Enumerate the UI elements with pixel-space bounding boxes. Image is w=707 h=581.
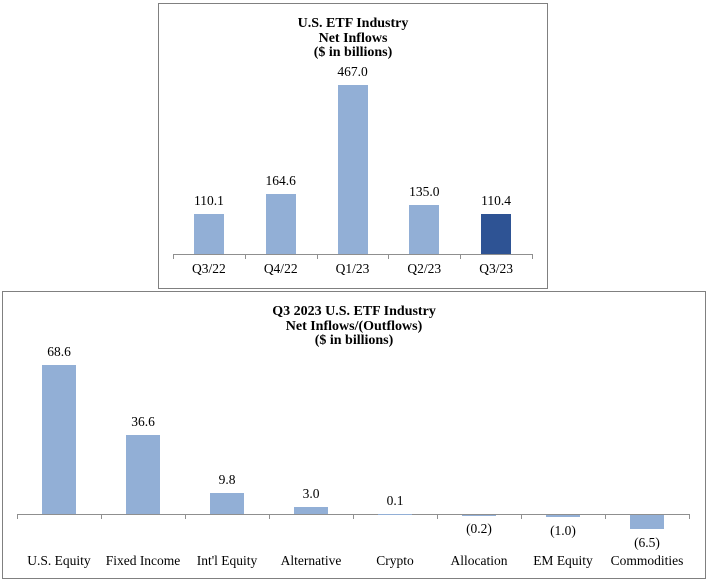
x-axis-tick bbox=[173, 254, 174, 259]
bar bbox=[294, 507, 328, 514]
x-axis-tick bbox=[269, 514, 270, 519]
chart-title-line-3: ($ in billions) bbox=[313, 45, 393, 60]
plot-area-quarterly: 110.1 Q3/22 164.6 Q4/22 467.0 Q1/23 135.0 Q2/23… bbox=[159, 4, 547, 288]
value-label: 68.6 bbox=[47, 344, 71, 360]
x-axis-tick bbox=[185, 514, 186, 519]
bar bbox=[630, 515, 664, 530]
category-label: Alternative bbox=[280, 553, 342, 568]
x-axis-tick bbox=[460, 254, 462, 259]
bar bbox=[193, 214, 224, 254]
value-label: 135.0 bbox=[409, 184, 440, 200]
category-label: Q3/23 bbox=[479, 261, 513, 276]
category-label: EM Equity bbox=[533, 553, 593, 568]
x-axis-tick bbox=[521, 514, 522, 519]
x-axis-tick bbox=[244, 254, 246, 259]
category-label: Q1/23 bbox=[335, 261, 370, 276]
value-label: (6.5) bbox=[634, 535, 660, 551]
value-label: 9.8 bbox=[218, 471, 236, 487]
category-label: Q3/22 bbox=[192, 261, 226, 276]
x-axis-tick bbox=[17, 514, 18, 519]
bar bbox=[378, 513, 412, 515]
x-axis-tick bbox=[353, 514, 354, 519]
category-label: Allocation bbox=[450, 553, 508, 568]
chart-title-line-2: Net Inflows bbox=[318, 30, 388, 46]
category-label: Crypto bbox=[376, 553, 414, 568]
bar bbox=[409, 205, 440, 254]
chart-title-line-1: U.S. ETF Industry bbox=[297, 16, 409, 31]
category-label: Q4/22 bbox=[263, 261, 298, 276]
x-axis-tick bbox=[437, 514, 438, 519]
value-label: (0.2) bbox=[466, 521, 492, 537]
chart-title: U.S. ETF Industry Net Inflows ($ in bill… bbox=[159, 4, 547, 61]
category-label: U.S. Equity bbox=[27, 553, 91, 568]
x-axis bbox=[173, 254, 532, 255]
x-axis-tick bbox=[316, 254, 318, 259]
value-label: 467.0 bbox=[337, 63, 368, 79]
bar bbox=[337, 84, 368, 254]
chart-title-line-2: Net Inflows/(Outflows) bbox=[285, 318, 423, 334]
x-axis-tick bbox=[605, 514, 606, 519]
chart-title-line-1: Q3 2023 U.S. ETF Industry bbox=[272, 304, 436, 319]
chart-title: Q3 2023 U.S. ETF Industry Net Inflows/(O… bbox=[3, 292, 705, 349]
bar bbox=[210, 492, 244, 514]
value-label: 0.1 bbox=[386, 492, 404, 508]
value-label: 164.6 bbox=[265, 173, 296, 189]
bar bbox=[126, 434, 160, 514]
bar bbox=[42, 365, 76, 514]
x-axis-tick bbox=[689, 514, 690, 519]
bar bbox=[265, 194, 296, 254]
x-axis-tick bbox=[532, 254, 533, 259]
category-label: Int'l Equity bbox=[196, 553, 258, 568]
value-label: 36.6 bbox=[131, 413, 155, 429]
bar bbox=[462, 515, 496, 516]
chart-title-line-3: ($ in billions) bbox=[314, 333, 394, 348]
x-axis-tick bbox=[388, 254, 390, 259]
value-label: 110.4 bbox=[481, 193, 512, 209]
value-label: 3.0 bbox=[302, 486, 320, 502]
value-label: (1.0) bbox=[550, 523, 576, 539]
category-label: Q2/23 bbox=[407, 261, 442, 276]
bar bbox=[546, 515, 580, 518]
value-label: 110.1 bbox=[193, 193, 224, 209]
category-label: Fixed Income bbox=[105, 553, 181, 568]
category-label: Commodities bbox=[610, 553, 684, 568]
x-axis-tick bbox=[101, 514, 102, 519]
bar bbox=[481, 214, 512, 254]
plot-area-categories: 68.6 U.S. Equity 36.6 Fixed Income 9.8 Int'l … bbox=[3, 292, 705, 578]
q3-2023-flows-by-category-chart: Q3 2023 U.S. ETF Industry Net Inflows/(O… bbox=[2, 291, 706, 579]
quarterly-net-inflows-chart: U.S. ETF Industry Net Inflows ($ in bill… bbox=[158, 3, 548, 289]
